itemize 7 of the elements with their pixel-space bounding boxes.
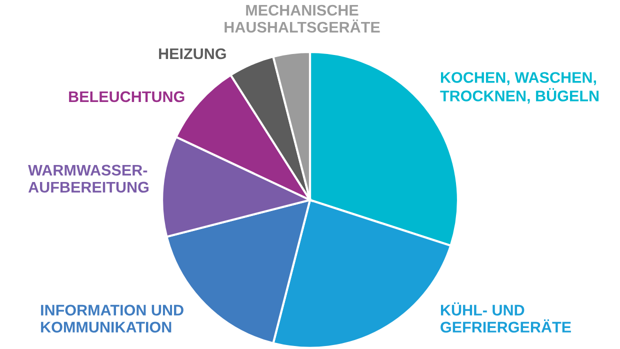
slice-label: WARMWASSER- AUFBEREITUNG	[28, 164, 148, 193]
slice-label: INFORMATION UND KOMMUNIKATION	[41, 304, 184, 333]
slice-label: HEIZUNG	[159, 48, 226, 60]
slice-label: MECHANISCHE HAUSHALTSGERÄTE	[224, 4, 380, 33]
slice-label: KÜHL- UND GEFRIERGERÄTE	[440, 302, 571, 333]
slice-label: BELEUCHTUNG	[69, 91, 184, 102]
slice-label: KOCHEN, WASCHEN, TROCKNEN, BÜGELN	[440, 72, 599, 104]
